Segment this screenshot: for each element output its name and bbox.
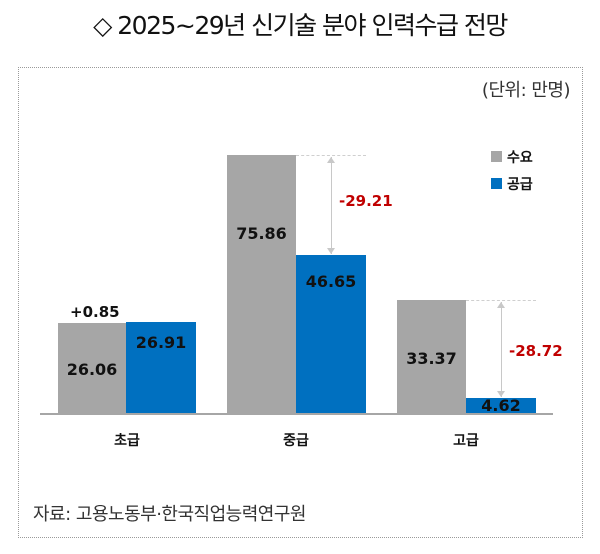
bar-beginner-demand: 26.06 (58, 323, 126, 414)
bar-value-beginner-supply: 26.91 (135, 333, 187, 352)
legend-swatch-demand (491, 151, 502, 162)
diff-advanced: -28.72 (509, 342, 563, 360)
legend-label-supply: 공급 (507, 176, 533, 193)
bar-value-beginner-demand: 26.06 (66, 360, 118, 379)
bar-value-intermediate-supply: 46.65 (305, 272, 357, 291)
legend: 수요 공급 (491, 143, 533, 197)
category-label-intermediate: 중급 (283, 433, 309, 449)
bar-advanced-supply: 4.62 (466, 396, 536, 415)
chart-frame (18, 67, 583, 538)
category-label-advanced: 고급 (453, 433, 479, 449)
bar-value-advanced-demand: 33.37 (406, 349, 457, 368)
diff-arrow-intermediate (327, 157, 335, 254)
bar-beginner-supply: 26.91 (126, 322, 196, 414)
x-axis-baseline (40, 413, 553, 415)
bar-advanced-demand: 33.37 (397, 300, 466, 414)
bar-value-advanced-supply: 4.62 (481, 396, 521, 415)
legend-label-demand: 수요 (507, 149, 533, 166)
diff-beginner: +0.85 (70, 303, 120, 321)
chart-title: ◇ 2025~29년 신기술 분야 인력수급 전망 (93, 11, 508, 40)
legend-item-supply: 공급 (491, 170, 533, 197)
bar-value-intermediate-demand: 75.86 (236, 224, 287, 243)
guide-line-intermediate (296, 155, 366, 156)
bar-intermediate-demand: 75.86 (227, 155, 296, 414)
source-note: 자료: 고용노동부·한국직업능력연구원 (33, 504, 306, 525)
guide-line-advanced (466, 300, 536, 301)
category-label-beginner: 초급 (114, 433, 140, 449)
diff-arrow-advanced (497, 302, 505, 397)
unit-label: (단위: 만명) (481, 80, 571, 101)
legend-item-demand: 수요 (491, 143, 533, 170)
diff-intermediate: -29.21 (339, 192, 393, 210)
legend-swatch-supply (491, 178, 502, 189)
bar-intermediate-supply: 46.65 (296, 255, 366, 414)
